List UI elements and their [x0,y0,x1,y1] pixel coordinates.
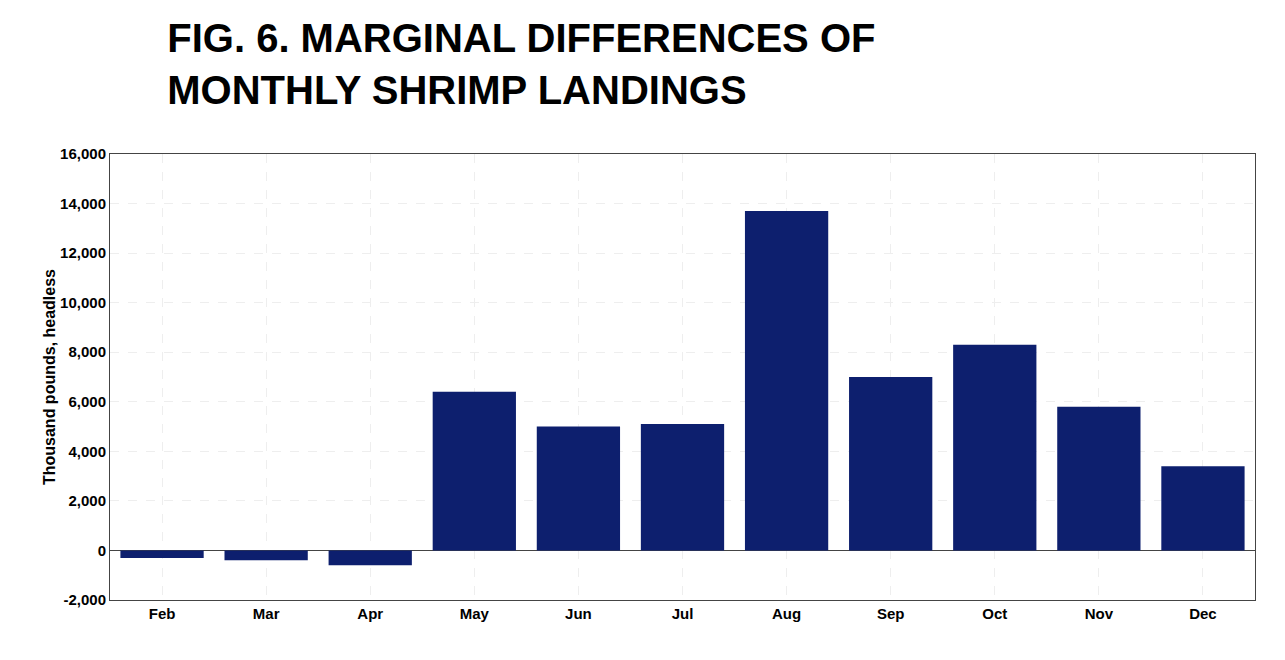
svg-text:10,000: 10,000 [60,294,106,311]
svg-text:Feb: Feb [149,605,176,622]
svg-text:2,000: 2,000 [68,492,106,509]
svg-text:12,000: 12,000 [60,244,106,261]
svg-text:Apr: Apr [357,605,383,622]
svg-text:Oct: Oct [982,605,1007,622]
svg-text:May: May [460,605,490,622]
svg-text:16,000: 16,000 [60,145,106,162]
svg-text:Jun: Jun [565,605,592,622]
svg-text:Mar: Mar [253,605,280,622]
svg-text:Dec: Dec [1189,605,1217,622]
svg-text:Aug: Aug [772,605,801,622]
svg-text:Nov: Nov [1085,605,1114,622]
svg-text:6,000: 6,000 [68,393,106,410]
svg-text:-2,000: -2,000 [63,591,106,608]
svg-text:Jul: Jul [672,605,694,622]
svg-text:Sep: Sep [877,605,905,622]
svg-text:Thousand pounds, headless: Thousand pounds, headless [41,269,58,485]
svg-text:8,000: 8,000 [68,343,106,360]
svg-text:4,000: 4,000 [68,443,106,460]
svg-text:0: 0 [98,542,106,559]
svg-text:FIG. 6. MARGINAL DIFFERENCES O: FIG. 6. MARGINAL DIFFERENCES OFMONTHLY S… [167,16,875,112]
svg-text:14,000: 14,000 [60,195,106,212]
